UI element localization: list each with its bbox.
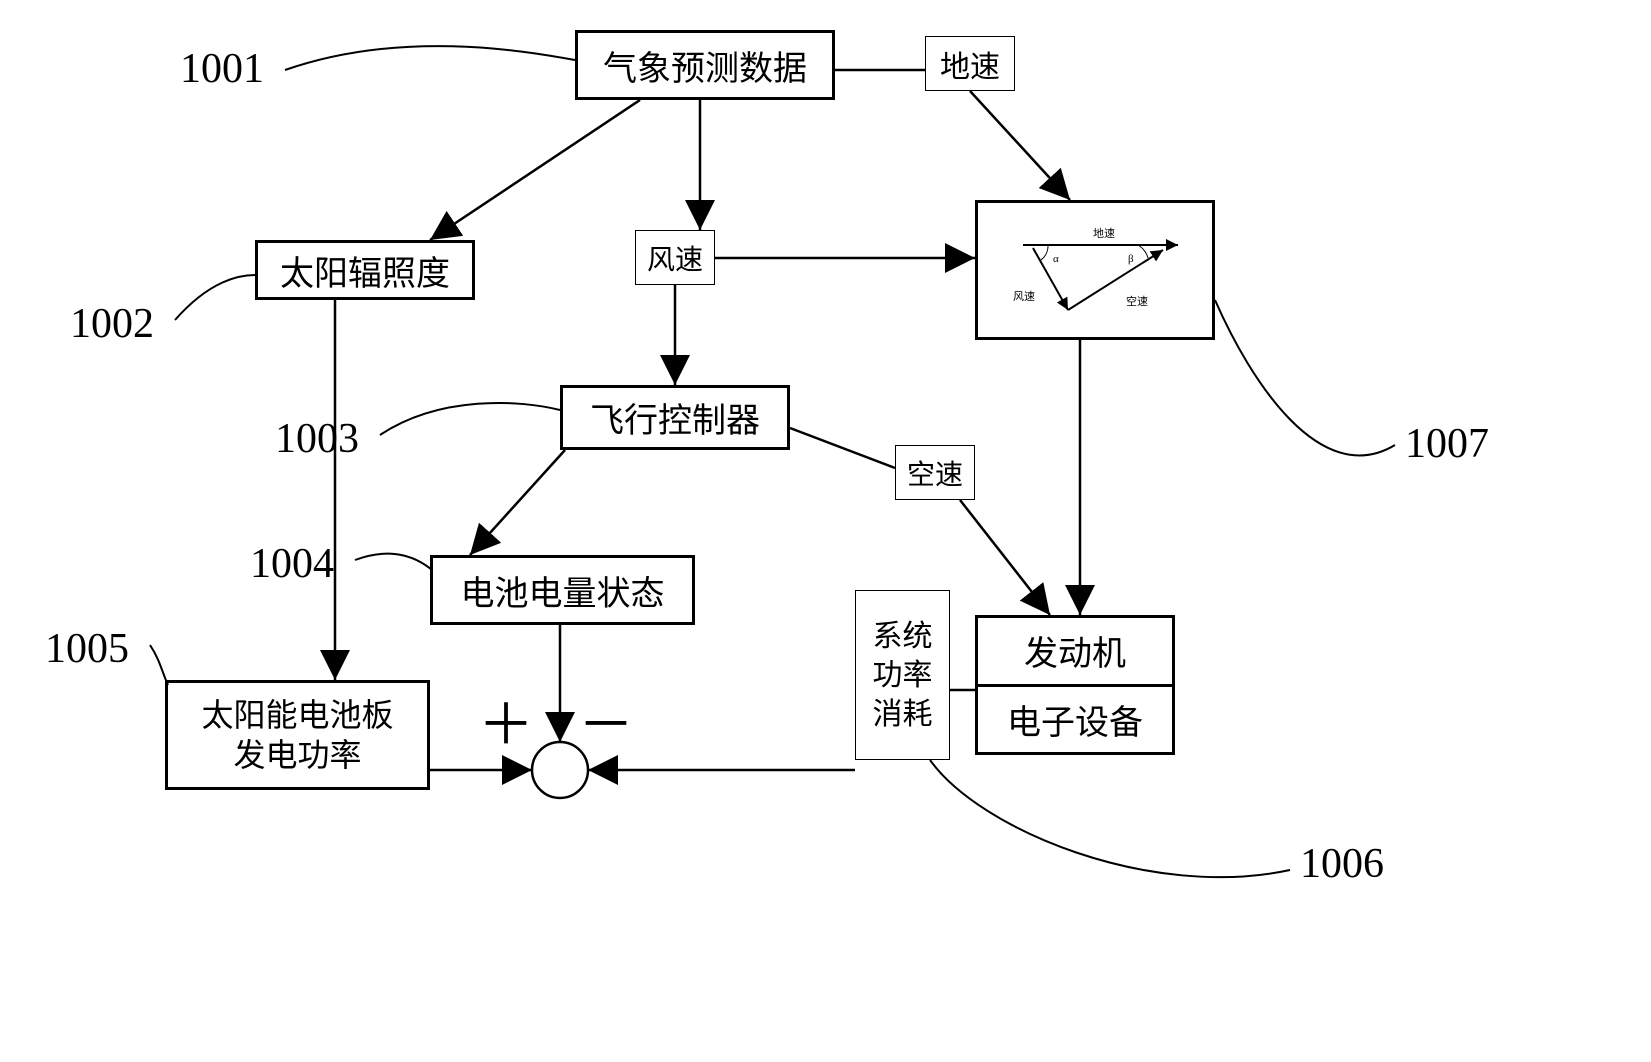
ref-1004: 1004 [250, 540, 334, 588]
vec-ground-label: 地速 [1093, 225, 1115, 241]
node-solar-irradiance: 太阳辐照度 [255, 240, 475, 300]
node-label: 飞行控制器 [590, 393, 760, 442]
node-label-engine: 发动机 [1024, 626, 1126, 675]
node-label: 系统 功率 消耗 [873, 617, 933, 734]
ref-1007: 1007 [1405, 420, 1489, 468]
node-label-electronics: 电子设备 [1007, 695, 1143, 744]
node-label: 地速 [940, 42, 1000, 86]
ref-1003: 1003 [275, 415, 359, 463]
vector-triangle-svg [978, 200, 1212, 340]
diagram-canvas: 气象预测数据 地速 太阳辐照度 风速 地速 风速 空速 [0, 0, 1651, 1062]
ref-1006: 1006 [1300, 840, 1384, 888]
node-solar-panel-power: 太阳能电池板 发电功率 [165, 680, 430, 790]
node-wind-speed: 风速 [635, 230, 715, 285]
plus-symbol: ＋ [478, 680, 534, 761]
vec-alpha-label: α [1053, 253, 1059, 265]
vec-air-label: 空速 [1126, 293, 1148, 309]
ref-1005: 1005 [45, 625, 129, 673]
node-label: 风速 [647, 238, 703, 278]
minus-symbol: － [578, 680, 634, 761]
node-system-power: 系统 功率 消耗 [855, 590, 950, 760]
node-weather-forecast: 气象预测数据 [575, 30, 835, 100]
node-ground-speed: 地速 [925, 36, 1015, 91]
node-engine-electronics: 发动机 电子设备 [975, 615, 1175, 755]
node-label: 气象预测数据 [603, 41, 807, 90]
node-label: 空速 [907, 453, 963, 493]
edges-overlay [0, 0, 1651, 1062]
vec-wind-label: 风速 [1013, 288, 1035, 304]
ref-1002: 1002 [70, 300, 154, 348]
node-air-speed: 空速 [895, 445, 975, 500]
vec-beta-label: β [1128, 253, 1134, 265]
node-label: 太阳辐照度 [280, 246, 450, 295]
node-label: 电池电量状态 [461, 566, 665, 615]
node-label: 太阳能电池板 发电功率 [201, 695, 393, 775]
node-flight-controller: 飞行控制器 [560, 385, 790, 450]
node-battery-state: 电池电量状态 [430, 555, 695, 625]
ref-1001: 1001 [180, 45, 264, 93]
node-vector-triangle: 地速 风速 空速 α β [975, 200, 1215, 340]
